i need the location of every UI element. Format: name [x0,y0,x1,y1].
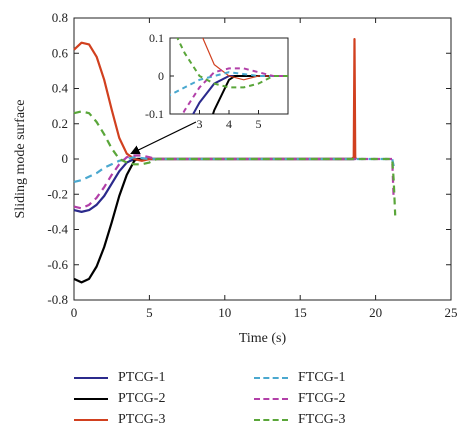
legend-label: FTCG-1 [298,370,346,385]
y-axis-label: Sliding mode surface [13,100,28,219]
x-tick-label: 0 [71,305,78,320]
y-tick-label: 0.4 [52,81,69,96]
inset-y-tick-label: -0.1 [145,107,164,121]
inset-series-line-ftcg-1 [170,71,288,97]
legend-swatch [74,377,108,379]
x-axis-label: Time (s) [239,331,287,346]
x-tick-label: 5 [146,305,153,320]
legend-label: PTCG-2 [118,391,166,406]
legend-item-ptcg-3: PTCG-3 [74,412,165,428]
legend-swatch [254,377,288,379]
y-tick-label: 0.6 [52,45,69,60]
legend-label: PTCG-3 [118,412,166,427]
legend-label: FTCG-2 [298,391,346,406]
series-line-ftcg-3 [73,110,397,216]
inset-series-group [170,38,288,114]
legend-swatch [254,419,288,421]
inset-y-tick-label: 0.1 [149,31,164,45]
legend-swatch [74,398,108,400]
inset-y-tick-label: 0 [158,69,164,83]
legend-item-ftcg-2: FTCG-2 [254,391,345,407]
legend-item-ftcg-1: FTCG-1 [254,370,345,386]
y-tick-label: 0.2 [52,116,68,131]
legend: PTCG-1 PTCG-2 PTCG-3 FTCG-1 FTCG-2 FTCG-… [0,356,474,436]
y-tick-label: 0.8 [52,10,68,25]
inset-series-line-ftcg-2 [181,67,288,114]
inset-x-tick-label: 5 [256,117,262,131]
y-tick-label: -0.8 [47,292,68,307]
x-tick-label: 20 [369,305,382,320]
inset-series-line-ptcg-1 [192,75,288,114]
x-tick-label: 15 [294,305,307,320]
y-tick-label: -0.4 [47,222,68,237]
inset-x-tick-label: 4 [226,117,232,131]
y-tick-label: -0.2 [47,186,68,201]
x-tick-label: 25 [445,305,458,320]
series-line-ptcg-3 [73,38,358,162]
legend-label: FTCG-3 [298,412,346,427]
x-tick-label: 10 [218,305,231,320]
inset-series-line-ftcg-3 [176,38,288,89]
zoom-arrow [130,121,197,155]
legend-item-ptcg-2: PTCG-2 [74,391,165,407]
line-chart: 0 5 10 15 20 25 -0.8 -0.6 -0.4 -0.2 0 0.2 0.4 0.6 0.8 T… [13,10,458,346]
y-tick-label: -0.6 [47,257,68,272]
legend-swatch [254,398,288,400]
inset-series-line-ptcg-3 [202,38,288,81]
legend-item-ptcg-1: PTCG-1 [74,370,165,386]
legend-label: PTCG-1 [118,370,166,385]
legend-item-ftcg-3: FTCG-3 [254,412,345,428]
legend-swatch [74,419,108,421]
y-tick-label: 0 [62,151,69,166]
series-line-ftcg-2 [73,154,395,210]
inset-series-line-ptcg-2 [211,75,288,114]
inset-x-tick-label: 3 [197,117,203,131]
